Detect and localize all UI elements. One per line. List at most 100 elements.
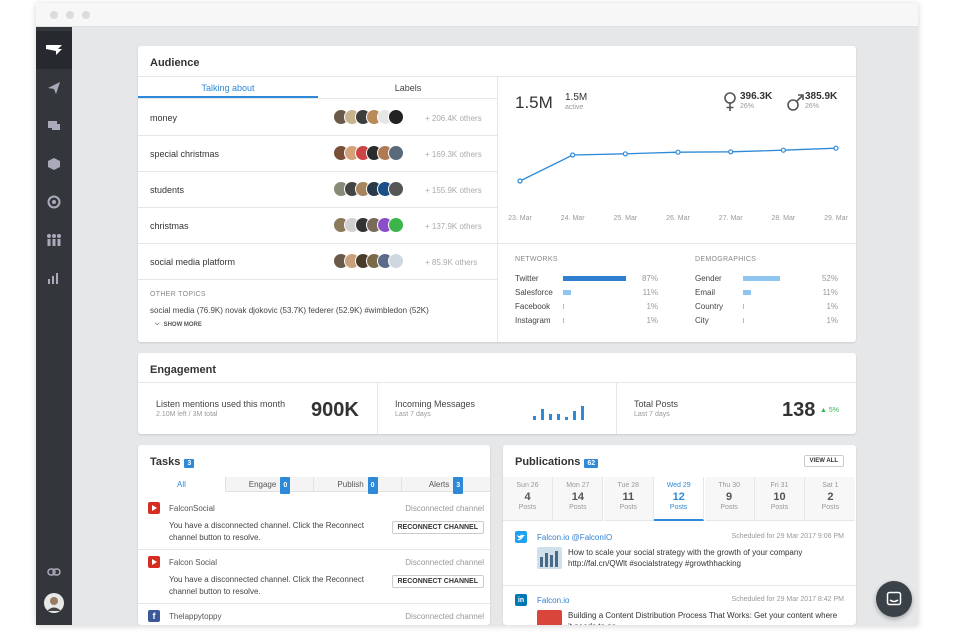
reconnect-channel-button[interactable]: RECONNECT CHANNEL bbox=[391, 575, 484, 588]
data-point[interactable] bbox=[833, 145, 839, 151]
engagement-title: Engagement bbox=[150, 364, 217, 376]
linkedin-icon: in bbox=[515, 594, 527, 606]
publication-text: How to scale your social strategy with t… bbox=[568, 548, 803, 568]
day-posts-label: Posts bbox=[669, 504, 688, 511]
data-point[interactable] bbox=[622, 151, 628, 157]
task-message: You have a disconnected channel. Click t… bbox=[169, 521, 364, 542]
arrow-up-icon: ▲ bbox=[820, 407, 827, 414]
day-posts-label: Posts bbox=[619, 504, 638, 511]
tasks-count-badge: 3 bbox=[184, 459, 195, 468]
x-tick-label: 27. Mar bbox=[719, 215, 743, 222]
publication-day-tab[interactable]: Sat 1 2 Posts bbox=[805, 477, 856, 521]
link-icon[interactable] bbox=[36, 553, 72, 591]
demographic-pct: 1% bbox=[826, 316, 838, 325]
data-point[interactable] bbox=[728, 149, 734, 155]
user-avatar[interactable] bbox=[36, 584, 72, 622]
chat-launcher-button[interactable] bbox=[876, 581, 912, 617]
data-point[interactable] bbox=[517, 178, 523, 184]
tasks-tab-engage[interactable]: Engage 0 bbox=[226, 477, 314, 494]
day-post-count: 14 bbox=[571, 491, 585, 503]
tab-active-indicator bbox=[138, 96, 318, 98]
task-status: Disconnected channel bbox=[405, 504, 484, 513]
publication-day-tab[interactable]: Thu 30 9 Posts bbox=[704, 477, 755, 521]
demographic-bar bbox=[743, 304, 744, 309]
day-post-count: 12 bbox=[672, 491, 685, 503]
publication-thumbnail bbox=[537, 610, 562, 625]
task-status: Disconnected channel bbox=[405, 558, 484, 567]
day-name: Thu 30 bbox=[718, 482, 740, 489]
female-pct: 26% bbox=[740, 103, 755, 110]
engagement-card: Engagement Listen mentions used this mon… bbox=[138, 353, 856, 434]
measure-icon[interactable] bbox=[36, 259, 72, 297]
audience-total-small: 1.5M bbox=[565, 92, 588, 103]
task-channel-name: Thelappytoppy bbox=[169, 612, 222, 621]
day-post-count: 2 bbox=[827, 491, 834, 503]
incoming-bar bbox=[573, 411, 576, 420]
day-post-count: 9 bbox=[726, 491, 733, 503]
network-bar bbox=[563, 304, 564, 309]
network-pct: 11% bbox=[642, 288, 658, 297]
network-name: Facebook bbox=[515, 302, 551, 311]
total-posts-label: Total Posts bbox=[634, 399, 679, 409]
show-more-label: SHOW MORE bbox=[163, 321, 202, 328]
publication-account: Falcon.io bbox=[537, 596, 570, 605]
demographic-name: Gender bbox=[695, 274, 722, 283]
window-close-dot[interactable] bbox=[50, 11, 58, 19]
tasks-tab-publish[interactable]: Publish 0 bbox=[314, 477, 402, 494]
day-name: Wed 29 bbox=[666, 482, 691, 489]
total-posts-value: 138 bbox=[782, 399, 816, 421]
data-point[interactable] bbox=[570, 152, 576, 158]
day-name: Tue 28 bbox=[617, 482, 640, 489]
demographic-pct: 52% bbox=[821, 274, 838, 283]
show-more-link[interactable]: ⌵ SHOW MORE bbox=[155, 321, 202, 328]
total-posts-change-value: 5% bbox=[828, 407, 840, 414]
publication-day-tab[interactable]: Wed 29 12 Posts bbox=[654, 477, 705, 521]
total-posts-change: ▲ 5% bbox=[820, 407, 839, 414]
demographic-bar bbox=[743, 290, 751, 295]
publication-day-tab[interactable]: Mon 27 14 Posts bbox=[553, 477, 604, 521]
publish-icon[interactable] bbox=[36, 69, 72, 107]
data-point[interactable] bbox=[675, 149, 681, 155]
content-pool-icon[interactable] bbox=[36, 145, 72, 183]
task-status: Disconnected channel bbox=[405, 612, 484, 621]
network-pct: 87% bbox=[641, 274, 658, 283]
male-pct: 26% bbox=[805, 103, 820, 110]
incoming-messages-sub: Last 7 days bbox=[395, 411, 431, 418]
window-zoom-dot[interactable] bbox=[82, 11, 90, 19]
youtube-icon bbox=[148, 502, 160, 514]
tasks-tab-label: All bbox=[177, 480, 186, 489]
publication-day-tab[interactable]: Fri 31 10 Posts bbox=[755, 477, 805, 521]
demographics-label: DEMOGRAPHICS bbox=[695, 256, 757, 263]
engage-icon[interactable] bbox=[36, 107, 72, 145]
publication-day-tab[interactable]: Tue 28 11 Posts bbox=[603, 477, 654, 521]
chevron-down-icon: ⌵ bbox=[155, 321, 160, 327]
other-topics-list[interactable]: social media (76.9K) novak djokovic (53.… bbox=[150, 306, 429, 315]
falcon-logo-icon[interactable] bbox=[36, 31, 72, 69]
tasks-tab-badge: 0 bbox=[367, 477, 378, 494]
view-all-button[interactable]: VIEW ALL bbox=[803, 455, 844, 467]
audience-title: Audience bbox=[150, 57, 200, 69]
topic-avatars bbox=[333, 253, 404, 269]
listen-icon[interactable] bbox=[36, 183, 72, 221]
audience-total-big: 1.5M bbox=[515, 93, 553, 112]
x-tick-label: 25. Mar bbox=[613, 215, 637, 222]
demographic-bar bbox=[743, 318, 744, 323]
data-point[interactable] bbox=[780, 147, 786, 153]
publication-day-tab[interactable]: Sun 26 4 Posts bbox=[503, 477, 553, 521]
tab-labels[interactable]: Labels bbox=[394, 83, 422, 93]
publications-card: Publications 62 VIEW ALL Sun 26 4 Posts Mon … bbox=[503, 445, 856, 625]
publication-text: Building a Content Distribution Process … bbox=[568, 611, 838, 625]
network-bar bbox=[563, 318, 564, 323]
window-minimize-dot[interactable] bbox=[66, 11, 74, 19]
publications-count-badge: 62 bbox=[584, 459, 599, 468]
tasks-title: Tasks 3 bbox=[150, 456, 195, 468]
audience-icon[interactable] bbox=[36, 221, 72, 259]
reconnect-channel-button[interactable]: RECONNECT CHANNEL bbox=[391, 521, 484, 534]
incoming-bar bbox=[565, 417, 568, 420]
day-name: Sun 26 bbox=[516, 482, 539, 489]
topic-avatars bbox=[333, 217, 404, 233]
tasks-card: Tasks 3 All Engage 0 Publish 0 Alerts 3 Falc… bbox=[138, 445, 490, 625]
tasks-tab-alerts[interactable]: Alerts 3 bbox=[402, 477, 490, 494]
tasks-tab-all[interactable]: All bbox=[138, 477, 226, 492]
tab-talking-about[interactable]: Talking about bbox=[201, 83, 255, 93]
